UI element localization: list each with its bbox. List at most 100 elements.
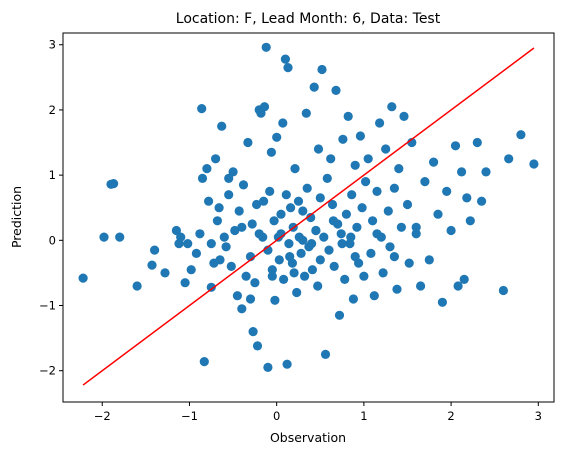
data-point xyxy=(462,193,472,203)
points-layer xyxy=(78,42,539,372)
y-axis-ticks: −2 −1 0 1 2 3 xyxy=(39,38,63,378)
x-tick-label: 1 xyxy=(360,409,367,423)
data-point xyxy=(293,196,304,206)
data-point xyxy=(267,271,277,281)
data-point xyxy=(433,209,443,219)
data-point xyxy=(372,229,382,239)
data-point xyxy=(481,167,491,177)
data-point xyxy=(197,104,207,114)
data-point xyxy=(387,102,397,112)
data-point xyxy=(498,285,508,296)
data-point xyxy=(206,239,216,249)
data-point xyxy=(411,229,421,239)
data-point xyxy=(309,82,319,92)
y-axis-label: Prediction xyxy=(9,186,24,248)
data-point xyxy=(402,199,413,210)
data-point xyxy=(219,232,229,242)
data-point xyxy=(269,216,279,226)
data-point xyxy=(334,310,345,320)
data-point xyxy=(357,203,367,213)
data-point xyxy=(477,196,487,206)
data-point xyxy=(322,173,332,183)
data-point xyxy=(267,265,277,275)
data-point xyxy=(389,252,399,262)
data-point xyxy=(394,164,404,174)
data-point xyxy=(306,212,316,223)
data-point xyxy=(211,154,221,164)
data-point xyxy=(292,287,302,298)
data-point xyxy=(459,274,469,284)
data-point xyxy=(290,164,300,174)
data-point xyxy=(226,261,236,271)
data-point xyxy=(516,130,526,140)
data-point xyxy=(263,362,273,372)
data-point xyxy=(347,190,357,200)
data-point xyxy=(99,232,109,242)
data-point xyxy=(361,177,371,187)
data-point xyxy=(259,196,269,206)
data-point xyxy=(429,157,439,167)
data-point xyxy=(78,273,88,283)
data-point xyxy=(254,229,264,239)
data-point xyxy=(326,154,336,164)
data-point xyxy=(369,291,379,301)
data-point xyxy=(237,304,247,314)
data-point xyxy=(396,222,406,232)
data-point xyxy=(202,164,212,174)
data-point xyxy=(375,118,385,128)
data-point xyxy=(472,137,482,148)
data-point xyxy=(280,54,290,64)
data-point xyxy=(340,274,350,284)
data-point xyxy=(183,239,193,249)
data-point xyxy=(442,186,452,196)
data-point xyxy=(389,183,399,193)
plot-frame xyxy=(62,32,555,403)
chart-title: Location: F, Lead Month: 6, Data: Test xyxy=(176,11,441,27)
data-point xyxy=(437,297,447,307)
data-point xyxy=(446,225,456,236)
data-point xyxy=(381,144,391,154)
data-point xyxy=(296,248,306,258)
data-point xyxy=(252,199,262,210)
data-point xyxy=(195,229,205,239)
data-point xyxy=(224,173,234,183)
data-point xyxy=(224,190,234,200)
data-point xyxy=(243,137,253,148)
data-point xyxy=(204,196,214,206)
data-point xyxy=(278,118,288,128)
data-point xyxy=(378,268,388,278)
data-point xyxy=(337,239,347,249)
data-point xyxy=(197,173,208,183)
data-point xyxy=(359,271,369,281)
data-point xyxy=(319,232,329,242)
data-point xyxy=(171,225,181,236)
data-point xyxy=(350,252,360,262)
data-point xyxy=(328,216,338,226)
data-point xyxy=(317,64,327,75)
data-point xyxy=(191,248,201,258)
x-axis-ticks: −2 −1 0 1 2 3 xyxy=(94,402,542,423)
y-tick-label: −2 xyxy=(39,364,56,378)
data-point xyxy=(341,209,351,219)
data-point xyxy=(336,229,346,239)
data-point xyxy=(259,102,270,112)
data-point xyxy=(228,167,238,177)
data-point xyxy=(206,282,216,292)
data-point xyxy=(279,274,289,284)
data-point xyxy=(230,225,240,236)
data-point xyxy=(147,260,157,270)
data-point xyxy=(250,278,260,288)
data-point xyxy=(315,193,325,203)
data-point xyxy=(160,268,170,278)
data-point xyxy=(245,294,256,304)
data-point xyxy=(247,219,257,229)
data-point xyxy=(420,177,430,187)
x-axis-label: Observation xyxy=(270,430,346,445)
data-point xyxy=(350,160,360,170)
data-point xyxy=(281,190,291,200)
data-point xyxy=(302,183,312,193)
data-point xyxy=(404,258,414,268)
data-point xyxy=(234,206,244,216)
data-point xyxy=(274,255,284,265)
